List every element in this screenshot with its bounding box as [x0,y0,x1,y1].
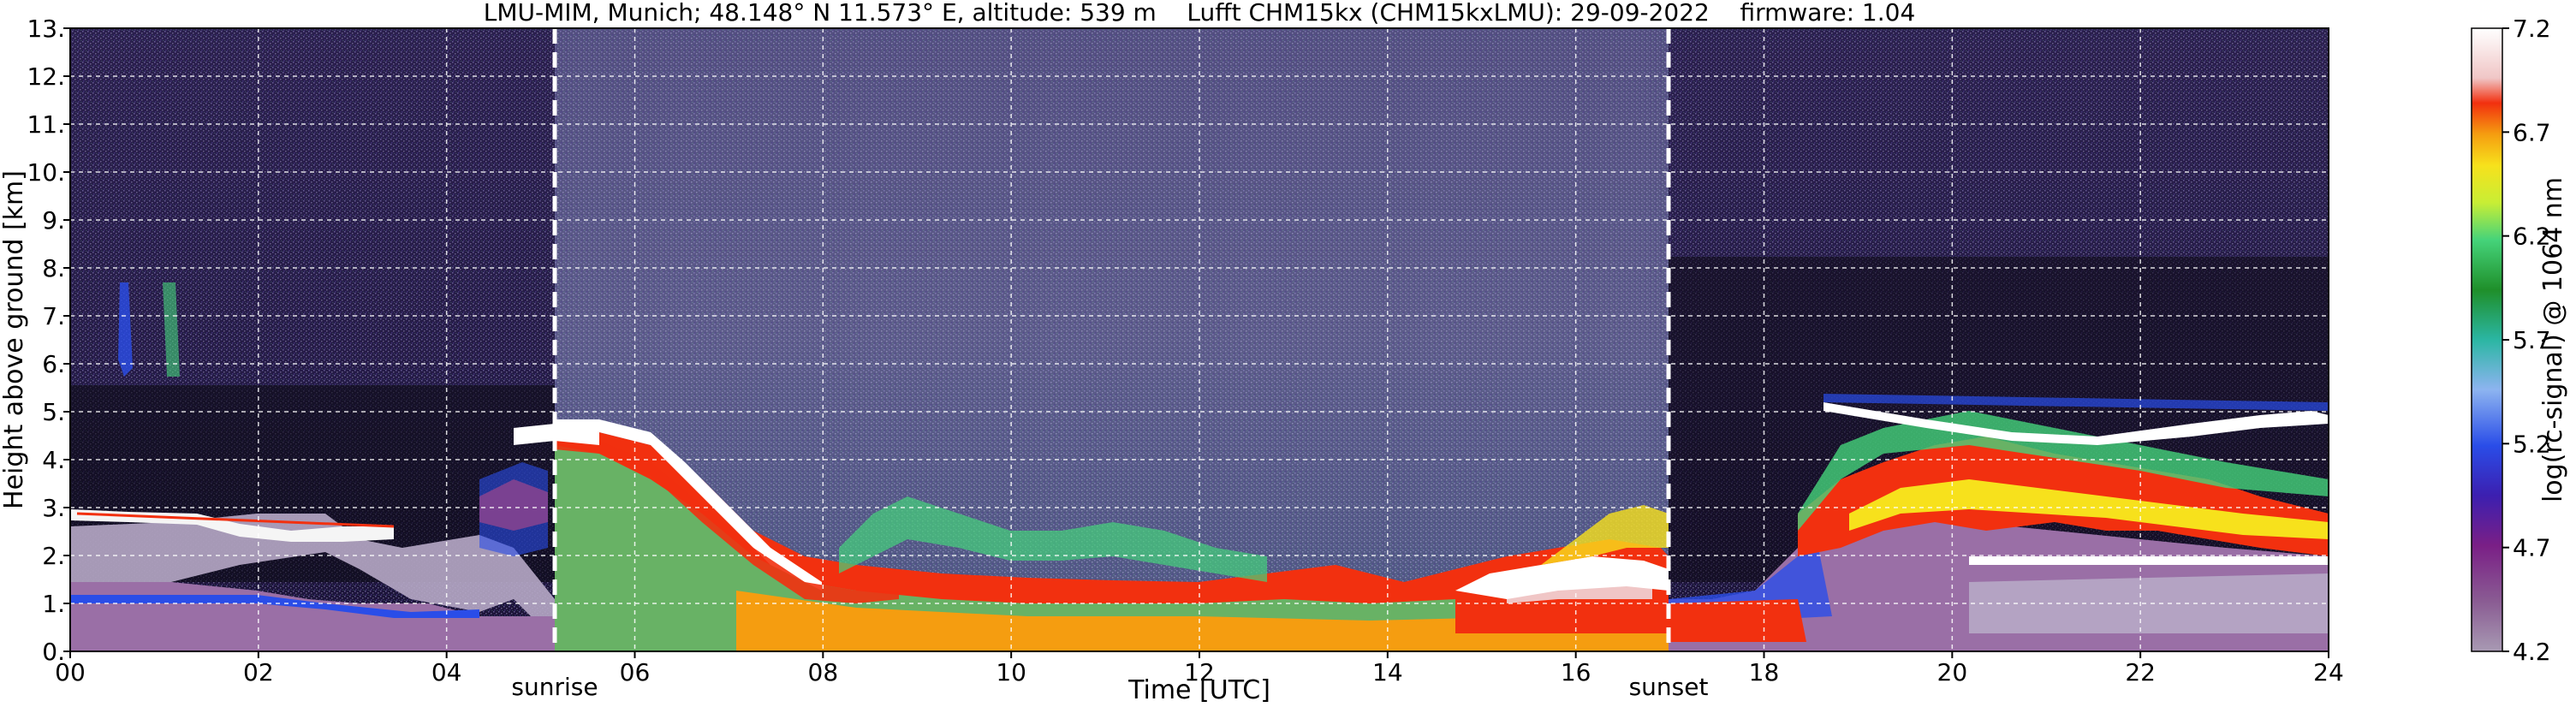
colorbar-ticks: 4.2 4.7 5.2 5.7 6.2 6.7 7.2 [2502,15,2551,666]
chart-title: LMU-MIM, Munich; 48.148° N 11.573° E, al… [484,0,1916,27]
y-tick-label: 5. [42,398,65,426]
evening-high-cloud-blue [1823,394,2329,411]
boundary-layer-day-yellow [736,591,1669,651]
y-tick-label: 1. [42,590,65,618]
x-tick-label: 00 [55,658,86,686]
y-axis-label: Height above ground [km] [0,170,29,509]
y-tick-label: 12. [27,62,65,91]
evening-high-cloud [1823,402,2329,445]
x-tick-label: 06 [620,658,651,686]
sunrise-cloud [514,424,599,445]
x-tick-label: 08 [808,658,839,686]
colorbar [2471,27,2503,652]
colorbar-tick-label: 5.2 [2513,430,2551,458]
grid [70,28,2329,651]
y-ticks: 0. 1. 2. 3. 4. 5. 6. 7. 8. 9. 10. 11. 12. 13. [27,15,70,666]
x-tick-label: 24 [2313,658,2344,686]
evening-purple-lower [1969,573,2329,633]
evening-clouds-yellow [1849,479,2329,539]
blue-layer-left [70,595,479,618]
cloud-layer-left-edge [76,512,395,528]
cloud-left-high [118,282,133,377]
y-tick-label: 6. [42,350,65,378]
sunrise-cloud-blue [479,462,548,556]
sunrise-label: sunrise [511,673,598,701]
y-tick-label: 3. [42,494,65,522]
colorbar-tick-label: 4.7 [2513,534,2551,562]
y-tick-label: 2. [42,542,65,570]
sunset-label: sunset [1629,673,1709,701]
afternoon-plumes [1541,505,1669,565]
evening-low-cloud [1969,556,2329,565]
x-tick-label: 14 [1372,658,1403,686]
y-tick-label: 13. [27,15,65,43]
colorbar-label: log(rc-signal) @ 1064 nm [2538,177,2568,502]
x-ticks: 00 02 04 06 08 10 12 14 16 18 20 22 24 [55,651,2344,686]
y-tick-label: 8. [42,254,65,282]
plot-area [70,28,2329,651]
green-plumes [839,496,1267,582]
afternoon-cloud [1455,556,1669,599]
cloud-band-day [555,419,822,591]
y-tick-label: 11. [27,110,65,139]
evening-clouds-green [1798,411,2329,531]
colorbar-tick-label: 5.7 [2513,326,2551,354]
x-tick-label: 16 [1561,658,1591,686]
colorbar-tick-label: 7.2 [2513,15,2551,43]
x-tick-label: 18 [1749,658,1780,686]
x-tick-label: 02 [243,658,274,686]
colorbar-tick-label: 6.2 [2513,223,2551,251]
y-tick-label: 0. [42,638,65,666]
y-tick-label: 4. [42,446,65,474]
y-tick-label: 10. [27,158,65,187]
colorbar-tick-label: 4.2 [2513,638,2551,666]
x-tick-label: 10 [996,658,1026,686]
x-tick-label: 12 [1184,658,1215,686]
x-tick-label: 20 [1937,658,1968,686]
x-tick-label: 22 [2125,658,2156,686]
colorbar-tick-label: 6.7 [2513,118,2551,146]
cloud-left-high-2 [163,282,180,377]
y-tick-label: 7. [42,302,65,330]
x-axis-label: Time [UTC] [1127,675,1270,705]
boundary-layer-evening-red [1669,599,1806,642]
y-tick-label: 9. [42,206,65,235]
x-tick-label: 04 [431,658,462,686]
boundary-layer-left-top [70,514,555,616]
